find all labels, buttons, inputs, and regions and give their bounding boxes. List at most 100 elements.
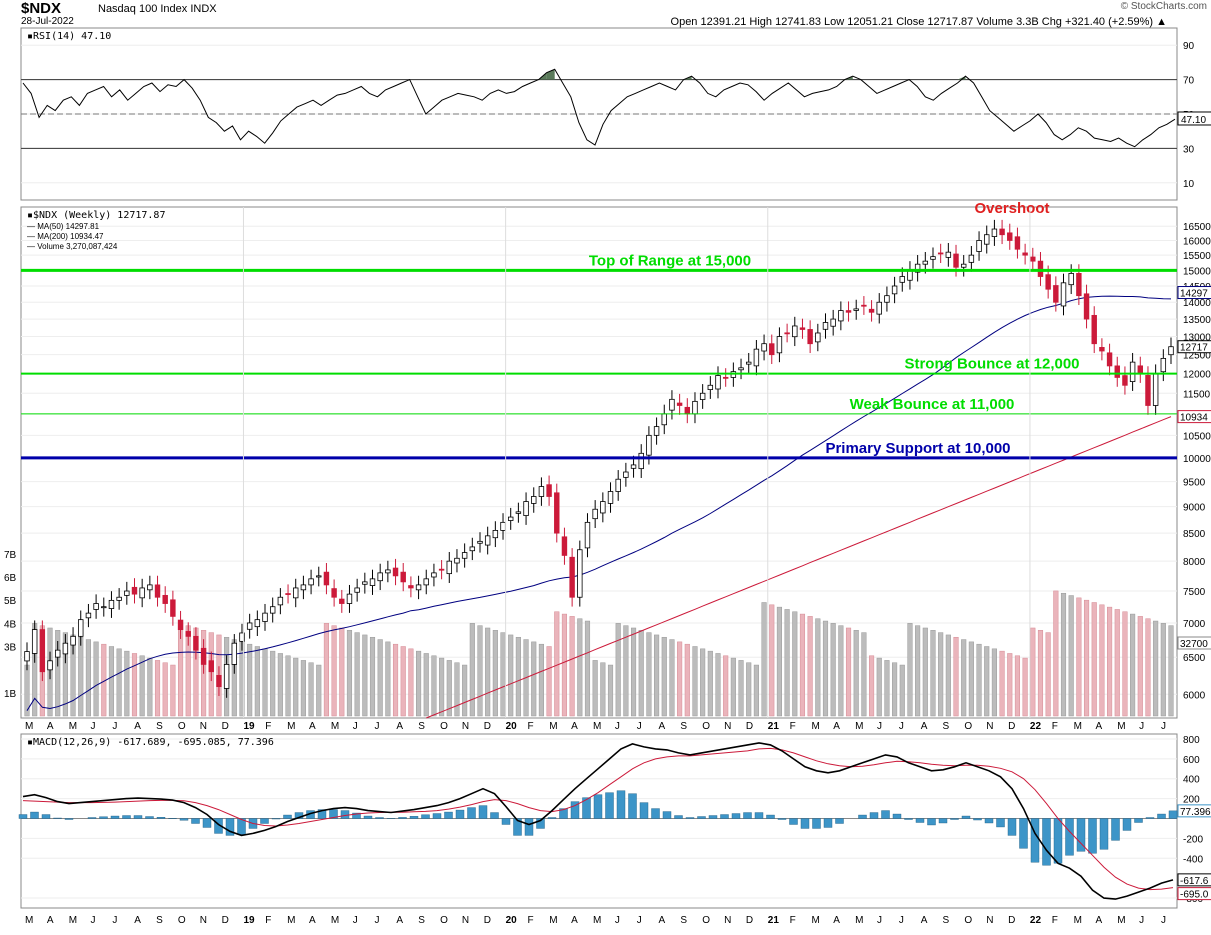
candle-body: [415, 584, 422, 591]
annotation-label: Weak Bounce at 11,000: [850, 396, 1015, 413]
price-tick-label: 13000: [1183, 333, 1211, 344]
x-axis-label: D: [746, 721, 753, 732]
x-axis-label: J: [353, 721, 358, 732]
candle-body: [262, 612, 268, 622]
volume-bar: [723, 655, 729, 717]
volume-bar: [677, 641, 683, 717]
macd-histogram-bar: [202, 818, 212, 828]
annotation-label: Primary Support at 10,000: [825, 440, 1010, 457]
macd-histogram-bar: [1088, 818, 1097, 854]
macd-x-axis-label: S: [156, 915, 163, 926]
macd-x-axis-label: J: [1139, 915, 1144, 926]
rsi-tick-label: 30: [1183, 144, 1195, 155]
price-tick-label: 8500: [1183, 529, 1206, 540]
volume-bar: [892, 662, 898, 717]
price-tick-label: 10500: [1183, 431, 1211, 442]
macd-x-axis-label: J: [615, 915, 620, 926]
volume-bar: [554, 611, 560, 717]
macd-x-axis-label: A: [833, 915, 840, 926]
candle-body: [922, 260, 929, 265]
candle-body: [231, 642, 238, 665]
volume-bar: [1007, 653, 1013, 717]
volume-marker-box: [1177, 636, 1211, 650]
price-legend-item: — MA(200) 10934.47: [27, 232, 104, 241]
macd-histogram-bar: [455, 809, 465, 819]
volume-bar: [131, 653, 138, 717]
macd-x-axis-label: O: [702, 915, 710, 926]
macd-x-axis-label: M: [593, 915, 601, 926]
volume-bar: [784, 609, 790, 717]
macd-x-axis-label: S: [943, 915, 950, 926]
volume-bar: [339, 627, 345, 717]
candle-body: [423, 578, 429, 586]
macd-x-axis-label: A: [659, 915, 666, 926]
macd-x-axis-label: J: [112, 915, 117, 926]
volume-bar: [454, 662, 460, 717]
candle-body: [400, 571, 406, 583]
macd-histogram-bar: [536, 818, 545, 829]
macd-x-axis-label: M: [1117, 915, 1125, 926]
symbol-name-text: Nasdaq 100 Index: [98, 3, 188, 15]
candle-body: [838, 310, 844, 322]
exchange-label: INDX: [190, 3, 217, 15]
volume-bar: [323, 623, 329, 717]
macd-histogram-bar: [409, 816, 419, 819]
x-axis-label: F: [790, 721, 796, 732]
ohlc-summary: Open 12391.21 High 12741.83 Low 12051.21…: [670, 16, 1167, 28]
candle-body: [101, 606, 107, 609]
candle-body: [623, 471, 629, 478]
volume-bar: [515, 636, 521, 717]
x-axis-label: N: [986, 721, 993, 732]
volume-bar: [584, 620, 591, 717]
volume-tick-label: 1B: [4, 689, 17, 700]
volume-bar: [293, 657, 299, 717]
macd-histogram-bar: [237, 818, 246, 835]
candle-body: [684, 406, 691, 415]
rsi-tick-label: 70: [1183, 76, 1195, 87]
macd-histogram-bar: [628, 793, 637, 819]
volume-bar: [661, 636, 667, 717]
macd-tick-label: -200: [1183, 834, 1203, 845]
macd-histogram-bar: [892, 813, 902, 819]
price-marker-label: 14297: [1180, 289, 1208, 300]
candle-body: [78, 619, 84, 637]
volume-bar: [78, 636, 84, 717]
candle-body: [392, 567, 399, 577]
x-axis-label: A: [134, 721, 141, 732]
x-axis-label: D: [484, 721, 491, 732]
volume-bar: [416, 650, 422, 717]
candle-body: [845, 310, 852, 313]
candle-body: [507, 516, 514, 521]
candle-body: [308, 578, 314, 586]
candle-body: [331, 588, 337, 598]
macd-histogram-bar: [582, 797, 591, 819]
volume-bar: [1053, 590, 1059, 717]
x-axis-label: J: [877, 721, 882, 732]
macd-x-axis-label: A: [1095, 915, 1102, 926]
macd-x-axis-label: A: [309, 915, 316, 926]
price-tick-label: 12000: [1183, 370, 1211, 381]
macd-value-label: 77.396: [1180, 807, 1211, 818]
candle-body: [891, 285, 898, 295]
candle-body: [154, 584, 161, 598]
macd-x-axis-label: A: [134, 915, 141, 926]
macd-histogram-bar: [64, 818, 74, 820]
macd-histogram-bar: [685, 817, 695, 819]
candle-body: [738, 367, 744, 371]
macd-histogram-bar: [421, 814, 430, 819]
macd-value-box: [1177, 887, 1211, 901]
volume-bar: [730, 657, 736, 717]
macd-x-axis-label: A: [47, 915, 54, 926]
macd-histogram-bar: [478, 805, 488, 819]
candle-body: [108, 599, 115, 609]
volume-bar: [1160, 623, 1166, 717]
macd-x-axis-label: F: [790, 915, 796, 926]
x-axis-label: O: [964, 721, 972, 732]
candle-body: [769, 343, 775, 356]
x-axis-label: A: [659, 721, 666, 732]
volume-bar: [500, 632, 506, 717]
macd-histogram-bar: [30, 811, 39, 819]
x-axis-label: N: [462, 721, 469, 732]
volume-bar: [1130, 613, 1136, 717]
macd-histogram-bar: [1042, 818, 1051, 866]
